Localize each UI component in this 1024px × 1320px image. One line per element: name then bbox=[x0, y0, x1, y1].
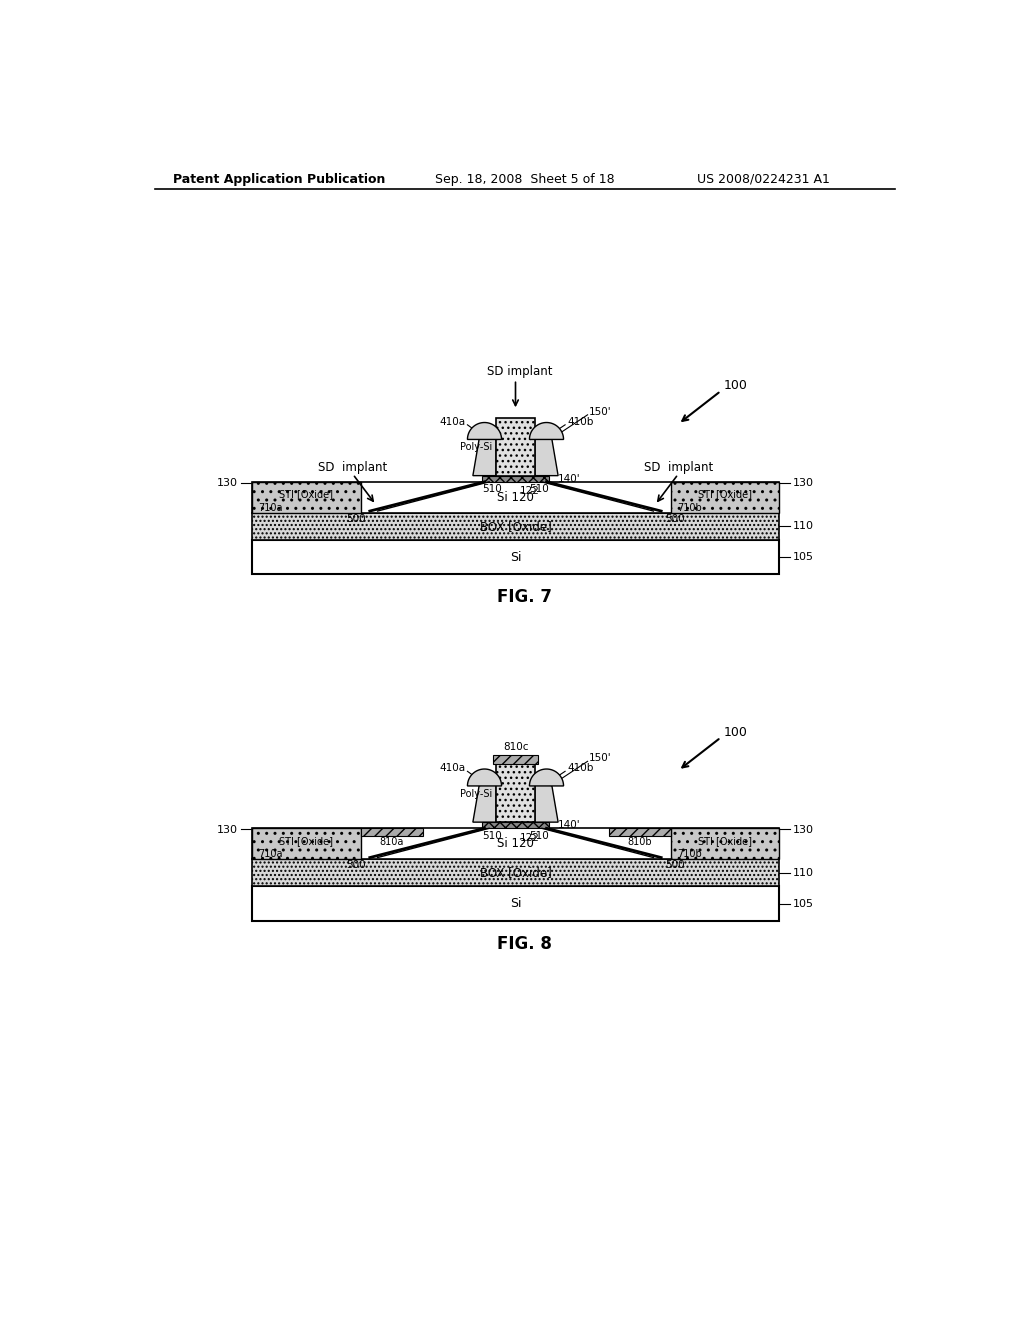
Polygon shape bbox=[467, 422, 502, 440]
Bar bbox=[496, 764, 535, 822]
Text: Si 120: Si 120 bbox=[497, 491, 534, 504]
Polygon shape bbox=[473, 780, 496, 822]
Text: 105: 105 bbox=[793, 552, 814, 562]
Bar bbox=[252, 482, 779, 512]
Text: BOX [Oxide]: BOX [Oxide] bbox=[479, 866, 551, 879]
Text: STI [Oxide]: STI [Oxide] bbox=[280, 836, 333, 846]
Bar bbox=[482, 475, 549, 482]
Polygon shape bbox=[529, 770, 563, 785]
Bar bbox=[496, 418, 535, 475]
Bar bbox=[252, 512, 779, 540]
Text: 130: 130 bbox=[217, 825, 238, 834]
Text: 150': 150' bbox=[589, 407, 611, 417]
Bar bbox=[482, 822, 549, 829]
Polygon shape bbox=[529, 422, 563, 440]
Text: FIG. 8: FIG. 8 bbox=[498, 935, 552, 953]
Text: SD implant: SD implant bbox=[486, 366, 552, 379]
Text: 410a: 410a bbox=[439, 763, 465, 774]
Bar bbox=[252, 829, 779, 859]
Bar bbox=[608, 829, 671, 836]
Text: Si 120: Si 120 bbox=[497, 837, 534, 850]
Text: 810b: 810b bbox=[627, 837, 652, 847]
Bar bbox=[252, 829, 360, 859]
Text: Sep. 18, 2008  Sheet 5 of 18: Sep. 18, 2008 Sheet 5 of 18 bbox=[435, 173, 614, 186]
Text: 122: 122 bbox=[519, 486, 540, 496]
Bar bbox=[671, 829, 779, 859]
Text: FIG. 7: FIG. 7 bbox=[498, 589, 552, 606]
Bar bbox=[252, 540, 779, 574]
Text: 150': 150' bbox=[589, 754, 611, 763]
Text: US 2008/0224231 A1: US 2008/0224231 A1 bbox=[697, 173, 829, 186]
Text: 810a: 810a bbox=[379, 837, 403, 847]
Text: SD  implant: SD implant bbox=[318, 462, 387, 474]
Text: 500: 500 bbox=[346, 861, 366, 870]
Text: 510: 510 bbox=[528, 832, 549, 841]
Text: 140': 140' bbox=[558, 820, 581, 830]
Text: 410a: 410a bbox=[439, 417, 465, 426]
Text: 510: 510 bbox=[482, 484, 502, 495]
Text: STI [Oxide]: STI [Oxide] bbox=[697, 490, 752, 499]
Text: 100: 100 bbox=[723, 726, 748, 739]
Bar bbox=[671, 482, 779, 512]
Text: STI [Oxide]: STI [Oxide] bbox=[697, 836, 752, 846]
Text: STI [Oxide]: STI [Oxide] bbox=[280, 490, 333, 499]
Text: 710a: 710a bbox=[258, 503, 283, 513]
Text: 130: 130 bbox=[793, 825, 814, 834]
Text: Si: Si bbox=[510, 550, 521, 564]
Text: Poly-Si: Poly-Si bbox=[460, 788, 493, 799]
Text: 810c: 810c bbox=[503, 742, 528, 752]
Text: 500: 500 bbox=[665, 513, 685, 524]
Bar bbox=[493, 755, 538, 764]
Text: 500: 500 bbox=[665, 861, 685, 870]
Text: 410b: 410b bbox=[567, 763, 594, 774]
Text: 122: 122 bbox=[519, 833, 540, 842]
Text: 510: 510 bbox=[528, 484, 549, 495]
Polygon shape bbox=[535, 433, 558, 475]
Text: 110: 110 bbox=[793, 521, 814, 532]
Text: 500: 500 bbox=[346, 513, 366, 524]
Text: 130: 130 bbox=[217, 478, 238, 488]
Text: SD  implant: SD implant bbox=[644, 462, 713, 474]
Text: 710a: 710a bbox=[258, 850, 283, 859]
Text: 710b: 710b bbox=[677, 503, 701, 513]
Text: 410b: 410b bbox=[567, 417, 594, 426]
Text: 140': 140' bbox=[558, 474, 581, 483]
Text: 100: 100 bbox=[723, 379, 748, 392]
Text: Si: Si bbox=[510, 898, 521, 911]
Text: Poly-Si: Poly-Si bbox=[460, 442, 493, 453]
Text: 510: 510 bbox=[482, 832, 502, 841]
Text: BOX [Oxide]: BOX [Oxide] bbox=[479, 520, 551, 533]
Polygon shape bbox=[467, 770, 502, 785]
Text: 110: 110 bbox=[793, 869, 814, 878]
Bar bbox=[360, 829, 423, 836]
Text: 105: 105 bbox=[793, 899, 814, 908]
Bar bbox=[252, 482, 360, 512]
Bar bbox=[252, 859, 779, 886]
Bar bbox=[252, 886, 779, 921]
Polygon shape bbox=[535, 780, 558, 822]
Polygon shape bbox=[473, 433, 496, 475]
Text: 710b: 710b bbox=[677, 850, 701, 859]
Text: Patent Application Publication: Patent Application Publication bbox=[173, 173, 385, 186]
Text: 130: 130 bbox=[793, 478, 814, 488]
